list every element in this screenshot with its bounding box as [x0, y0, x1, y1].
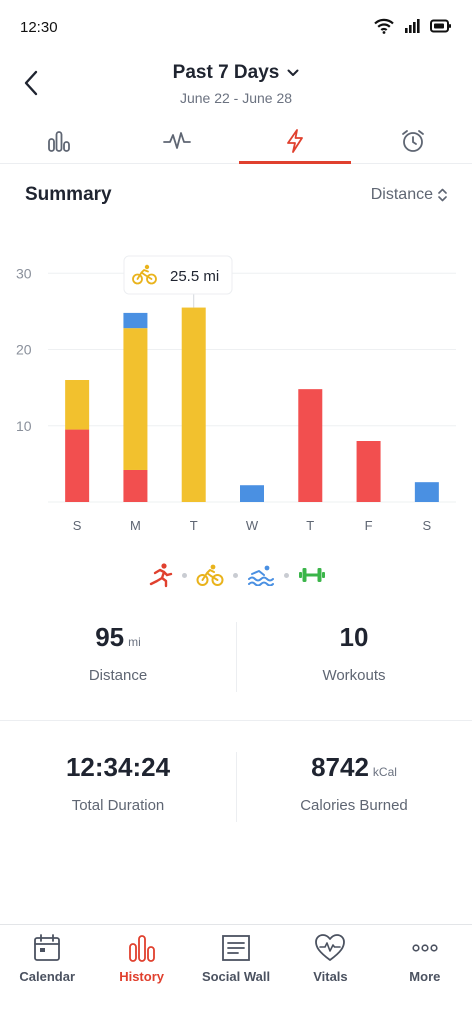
- distance-chart: 10 20 30 S M T W T F S 25.5 mi: [16, 255, 456, 533]
- nav-more-label: More: [409, 969, 441, 984]
- bar-segment-run[interactable]: [123, 469, 148, 502]
- history-icon: [128, 935, 155, 962]
- nav-calendar-label: Calendar: [19, 969, 76, 984]
- status-time: 12:30: [20, 19, 58, 36]
- legend-separator: [283, 572, 289, 578]
- tab-stats[interactable]: [0, 118, 118, 163]
- duration-label: Total Duration: [71, 797, 165, 814]
- nav-vitals-label: Vitals: [313, 969, 348, 984]
- wifi-icon: [374, 18, 394, 34]
- alarm-clock-icon: [402, 129, 424, 152]
- y-tick-label: 10: [16, 418, 32, 434]
- chart-tooltip: 25.5 mi: [123, 255, 233, 308]
- bar-chart-icon: [48, 130, 70, 152]
- bar-segment-run[interactable]: [356, 441, 381, 502]
- title-wrap: Past 7 Days June 22 - June 28: [0, 62, 472, 106]
- status-bar: 12:30: [0, 0, 472, 56]
- workouts-label: Workouts: [322, 667, 386, 684]
- x-tick-label: W: [246, 518, 259, 533]
- bar-segment-bike[interactable]: [181, 307, 206, 502]
- distance-label: Distance: [88, 667, 148, 684]
- summary-row: Summary Distance: [25, 184, 447, 206]
- heart-pulse-icon: [315, 934, 346, 961]
- legend-separator: [232, 572, 238, 578]
- x-tick-label: T: [190, 518, 198, 533]
- stat-workouts: 10 Workouts: [236, 622, 472, 692]
- bar-segment-swim[interactable]: [414, 482, 439, 502]
- tab-sleep[interactable]: [354, 118, 472, 163]
- bar-segment-run[interactable]: [65, 429, 90, 502]
- bar-segment-run[interactable]: [298, 389, 323, 502]
- stats-row-1: 95 mi Distance 10 Workouts: [0, 622, 472, 692]
- tab-bar: [0, 118, 472, 164]
- calories-label: Calories Burned: [300, 797, 408, 814]
- tooltip-value: 25.5 mi: [170, 268, 219, 285]
- sort-arrows-icon: [438, 188, 447, 202]
- nav-social-wall-label: Social Wall: [201, 969, 271, 984]
- more-icon: [412, 944, 438, 952]
- stat-distance: 95 mi Distance: [0, 622, 236, 692]
- y-tick-label: 30: [16, 265, 32, 281]
- pulse-icon: [163, 131, 191, 149]
- workouts-value: 10: [339, 622, 369, 652]
- tooltip-bike-icon: [132, 264, 157, 285]
- nav-history-label: History: [119, 969, 164, 984]
- stat-calories: 8742 kCal Calories Burned: [236, 752, 472, 822]
- stats-divider: [0, 720, 472, 721]
- signal-icon: [405, 19, 420, 33]
- distance-unit: mi: [128, 635, 141, 649]
- bar-segment-swim[interactable]: [240, 485, 264, 502]
- nav-vitals[interactable]: Vitals: [283, 925, 377, 1024]
- bike-icon: [196, 564, 223, 586]
- y-tick-label: 20: [16, 342, 32, 358]
- lightning-icon: [287, 128, 303, 153]
- x-tick-label: M: [130, 518, 141, 533]
- summary-title: Summary: [25, 184, 112, 205]
- social-wall-icon: [222, 935, 250, 961]
- metric-select[interactable]: Distance: [371, 186, 447, 204]
- header: Past 7 Days June 22 - June 28: [0, 56, 472, 116]
- calendar-icon: [34, 934, 61, 961]
- nav-social-wall[interactable]: Social Wall: [189, 925, 283, 1024]
- chevron-down-icon: [287, 69, 299, 76]
- nav-calendar[interactable]: Calendar: [0, 925, 94, 1024]
- duration-value: 12:34:24: [65, 752, 171, 782]
- bar-segment-swim[interactable]: [123, 312, 148, 329]
- bottom-nav: Calendar History Social Wall Vitals More: [0, 924, 472, 1024]
- bar-segment-bike[interactable]: [65, 380, 90, 430]
- x-tick-label: F: [365, 518, 373, 533]
- strength-icon: [298, 568, 325, 582]
- metric-select-label: Distance: [370, 186, 433, 203]
- battery-icon: [430, 19, 451, 33]
- x-tick-label: T: [306, 518, 314, 533]
- stat-duration: 12:34:24 Total Duration: [0, 752, 236, 822]
- x-tick-label: S: [73, 518, 82, 533]
- x-tick-label: S: [423, 518, 432, 533]
- swim-icon: [247, 565, 274, 586]
- activity-legend: [0, 562, 472, 588]
- stats-row-2: 12:34:24 Total Duration 8742 kCal Calorie…: [0, 752, 472, 822]
- back-button[interactable]: [16, 66, 46, 100]
- period-selector[interactable]: Past 7 Days: [173, 62, 300, 84]
- legend-separator: [181, 572, 187, 578]
- running-icon: [149, 563, 172, 588]
- nav-more[interactable]: More: [378, 925, 472, 1024]
- chevron-left-icon: [24, 70, 38, 96]
- bar-segment-bike[interactable]: [123, 328, 148, 470]
- date-range: June 22 - June 28: [179, 90, 293, 106]
- tab-activity[interactable]: [236, 118, 354, 164]
- status-icons: [374, 18, 452, 34]
- distance-value: 95: [95, 622, 125, 652]
- calories-value: 8742: [311, 752, 369, 782]
- tooltip-box: [123, 255, 233, 295]
- tab-heart-rate[interactable]: [118, 118, 236, 163]
- nav-history[interactable]: History: [94, 925, 188, 1024]
- calories-unit: kCal: [372, 765, 397, 779]
- page-title: Past 7 Days: [172, 62, 280, 83]
